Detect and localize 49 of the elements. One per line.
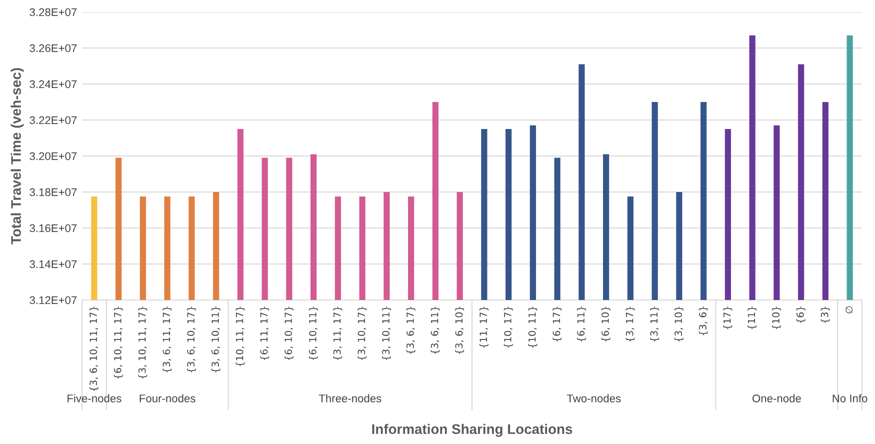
text: Two-nodes	[566, 394, 621, 402]
y-tick-label: 3.12E+07	[30, 296, 77, 304]
x-tick-label: {11, 17}	[479, 306, 488, 348]
x-tick-label: {10, 11}	[528, 306, 538, 348]
x-tick-label: {3, 10, 11}	[382, 306, 391, 360]
text: No Info	[832, 394, 868, 402]
x-tick-label: {3, 6, 10}	[455, 306, 464, 354]
x-tick-label: {10}	[772, 306, 781, 330]
x-tick-label: {3, 10}	[674, 306, 684, 342]
x-tick-label: {3, 6, 17}	[406, 306, 416, 354]
y-tick-label: 3.24E+07	[30, 80, 77, 88]
y-tick-label: 3.28E+07	[30, 8, 77, 16]
x-tick-label: {11}	[748, 306, 757, 330]
text: One-node	[752, 394, 801, 402]
x-tick-label: {6, 17}	[552, 306, 562, 342]
x-tick-label: {3, 6, 11}	[430, 306, 440, 354]
y-tick-label: 3.26E+07	[30, 44, 77, 52]
y-tick-label: 3.16E+07	[30, 224, 77, 232]
x-tick-label: {6, 10, 11, 17}	[114, 306, 123, 379]
x-tick-label: {3, 10, 17}	[358, 306, 367, 360]
x-tick-label: {3, 6, 10, 11, 17}	[89, 306, 98, 391]
y-tick-label: 3.20E+07	[30, 152, 77, 160]
x-tick-label: {10, 11, 17}	[236, 306, 245, 366]
text: Three-nodes	[318, 394, 382, 402]
x-tick-label: {3, 11}	[650, 306, 660, 342]
x-tick-label: {6, 10, 11}	[308, 306, 318, 360]
y-tick-label: 3.14E+07	[30, 260, 77, 268]
x-tick-label: {6, 11}	[576, 306, 586, 342]
x-tick-label: {3, 6, 10, 11}	[211, 306, 220, 372]
x-tick-label: {3, 17}	[626, 306, 635, 342]
x-axis-title: Information Sharing Locations	[372, 424, 572, 437]
x-tick-label: {3, 6}	[698, 306, 708, 336]
x-tick-label: {17}	[723, 306, 732, 330]
x-tick-label: {3, 6, 11, 17}	[162, 306, 172, 372]
x-tick-label: {3, 6, 10, 17}	[186, 306, 196, 372]
x-tick-label: {3}	[820, 306, 830, 323]
text: Four-nodes	[140, 394, 196, 402]
x-tick-label: {6, 11, 17}	[260, 306, 270, 360]
x-tick-label: {10, 17}	[504, 306, 513, 348]
x-tick-label: {3, 10, 11, 17}	[138, 306, 148, 379]
x-tick-label: ∅	[846, 306, 853, 314]
x-tick-label: {6, 10, 17}	[284, 306, 294, 360]
x-tick-label: {6}	[796, 306, 806, 323]
y-axis-title: Total Travel Time (veh-sec)	[10, 68, 24, 244]
x-tick-label: {6, 10}	[601, 306, 610, 342]
x-tick-label: {3, 11, 17}	[333, 306, 342, 360]
y-tick-label: 3.18E+07	[30, 188, 77, 196]
y-tick-label: 3.22E+07	[30, 116, 77, 124]
text: Five-nodes	[68, 394, 122, 402]
